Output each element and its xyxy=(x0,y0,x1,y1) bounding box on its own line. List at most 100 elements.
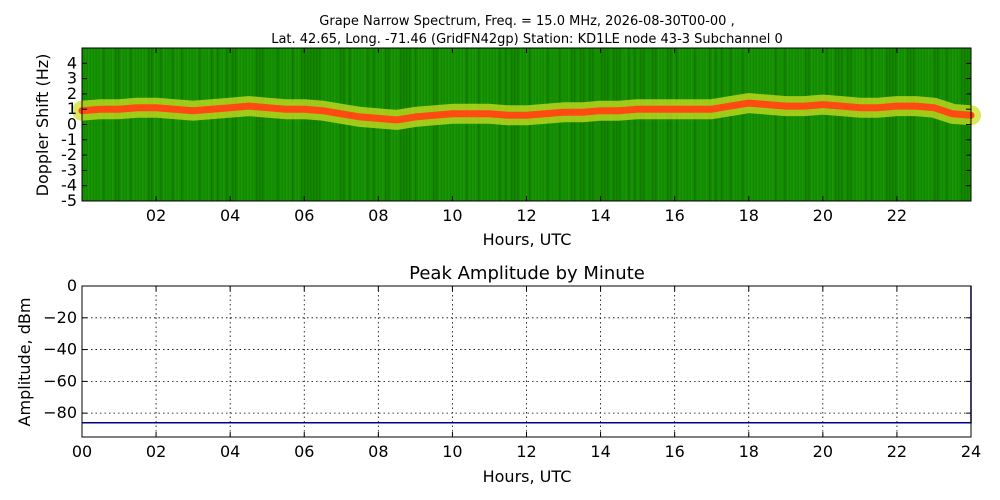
noise-stripe xyxy=(667,48,669,201)
noise-stripe xyxy=(652,48,654,201)
noise-stripe xyxy=(697,48,699,201)
noise-stripe xyxy=(136,48,138,201)
amplitude-y-tick-label: −40 xyxy=(43,340,77,359)
noise-stripe xyxy=(457,48,459,201)
noise-stripe xyxy=(655,48,657,201)
noise-stripe xyxy=(862,48,864,201)
noise-stripe xyxy=(883,48,885,201)
noise-stripe xyxy=(853,48,855,201)
amplitude-y-tick-label: −20 xyxy=(43,308,77,327)
noise-stripe xyxy=(130,48,132,201)
noise-stripe xyxy=(100,48,102,201)
noise-stripe xyxy=(244,48,246,201)
noise-stripe xyxy=(586,48,588,201)
noise-stripe xyxy=(295,48,297,201)
noise-stripe xyxy=(796,48,798,201)
noise-stripe xyxy=(538,48,540,201)
noise-stripe xyxy=(121,48,123,201)
noise-stripe xyxy=(598,48,600,201)
noise-stripe xyxy=(289,48,291,201)
noise-stripe xyxy=(241,48,243,201)
amplitude-x-tick-label: 06 xyxy=(294,442,314,461)
spectrogram-x-tick-label: 14 xyxy=(590,206,610,225)
noise-stripe xyxy=(262,48,264,201)
noise-stripe xyxy=(544,48,546,201)
noise-stripe xyxy=(613,48,615,201)
noise-stripe xyxy=(583,48,585,201)
noise-stripe xyxy=(790,48,792,201)
noise-stripe xyxy=(214,48,216,201)
noise-stripe xyxy=(901,48,903,201)
noise-stripe xyxy=(670,48,672,201)
noise-stripe xyxy=(946,48,948,201)
noise-stripe xyxy=(265,48,267,201)
noise-stripe xyxy=(874,48,876,201)
noise-stripe xyxy=(118,48,120,201)
amplitude-ylabel: Amplitude, dBm xyxy=(15,298,34,427)
noise-stripe xyxy=(679,48,681,201)
noise-stripe xyxy=(313,48,315,201)
noise-stripe xyxy=(481,48,483,201)
noise-stripe xyxy=(232,48,234,201)
spectrogram-xlabel: Hours, UTC xyxy=(483,230,572,249)
noise-stripe xyxy=(934,48,936,201)
noise-stripe xyxy=(898,48,900,201)
noise-stripe xyxy=(859,48,861,201)
noise-stripe xyxy=(643,48,645,201)
noise-stripe xyxy=(601,48,603,201)
noise-stripe xyxy=(610,48,612,201)
noise-stripe xyxy=(592,48,594,201)
noise-stripe xyxy=(124,48,126,201)
noise-stripe xyxy=(220,48,222,201)
noise-stripe xyxy=(910,48,912,201)
noise-stripe xyxy=(451,48,453,201)
noise-stripe xyxy=(892,48,894,201)
noise-stripe xyxy=(565,48,567,201)
noise-stripe xyxy=(781,48,783,201)
noise-stripe xyxy=(154,48,156,201)
noise-stripe xyxy=(304,48,306,201)
noise-stripe xyxy=(784,48,786,201)
noise-stripe xyxy=(880,48,882,201)
noise-stripe xyxy=(115,48,117,201)
noise-stripe xyxy=(133,48,135,201)
noise-stripe xyxy=(574,48,576,201)
noise-stripe xyxy=(835,48,837,201)
spectrogram-x-tick-label: 20 xyxy=(813,206,833,225)
noise-stripe xyxy=(847,48,849,201)
noise-stripe xyxy=(286,48,288,201)
spectrogram-y-tick-label: 4 xyxy=(67,53,77,72)
spectrogram-x-tick-label: 08 xyxy=(368,206,388,225)
noise-stripe xyxy=(931,48,933,201)
noise-stripe xyxy=(865,48,867,201)
noise-stripe xyxy=(187,48,189,201)
noise-stripe xyxy=(616,48,618,201)
noise-stripe xyxy=(619,48,621,201)
amplitude-x-tick-label: 02 xyxy=(146,442,166,461)
noise-stripe xyxy=(217,48,219,201)
amplitude-x-tick-label: 16 xyxy=(664,442,684,461)
spectrogram-x-tick-label: 06 xyxy=(294,206,314,225)
amplitude-x-tick-label: 20 xyxy=(813,442,833,461)
noise-stripe xyxy=(766,48,768,201)
amplitude-x-tick-label: 14 xyxy=(590,442,610,461)
noise-stripe xyxy=(145,48,147,201)
noise-stripe xyxy=(928,48,930,201)
noise-stripe xyxy=(841,48,843,201)
amplitude-x-tick-label: 22 xyxy=(887,442,907,461)
noise-stripe xyxy=(952,48,954,201)
noise-stripe xyxy=(595,48,597,201)
noise-stripe xyxy=(589,48,591,201)
noise-stripe xyxy=(733,48,735,201)
noise-stripe xyxy=(109,48,111,201)
noise-stripe xyxy=(844,48,846,201)
noise-stripe xyxy=(142,48,144,201)
spectrogram-x-tick-label: 22 xyxy=(887,206,907,225)
noise-stripe xyxy=(193,48,195,201)
noise-stripe xyxy=(268,48,270,201)
noise-stripe xyxy=(958,48,960,201)
noise-stripe xyxy=(700,48,702,201)
noise-stripe xyxy=(490,48,492,201)
spectrogram-x-tick-label: 16 xyxy=(664,206,684,225)
